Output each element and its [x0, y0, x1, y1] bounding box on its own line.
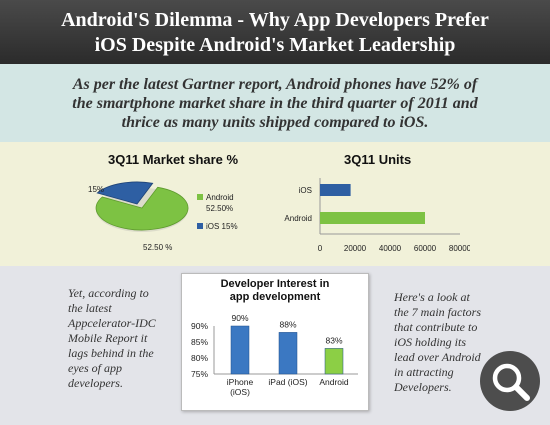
developer-interest-card: Developer Interest in app development 75… [181, 273, 369, 411]
developer-interest-chart: 75% 80% 85% 90% 90% iPhone(iOS) 88% iPad (iOS) 8… [191, 313, 358, 397]
dev-y-tick-label: 90% [191, 321, 208, 331]
pie-chart [95, 181, 203, 232]
dev-chart-title-line-2: app development [229, 291, 321, 303]
units-category-label: iOS [299, 186, 312, 195]
header-banner: Android'S Dilemma - Why App Developers P… [0, 0, 550, 64]
units-x-tick-label: 20000 [344, 244, 367, 253]
dev-bar-value-label: 88% [279, 319, 296, 329]
charts-panel [0, 142, 550, 266]
legend-value-android: 52.50% [206, 204, 234, 213]
left-note-line: lags behind in the [68, 346, 154, 360]
units-x-tick-label: 80000 [449, 244, 470, 253]
dev-bar-value-label: 83% [325, 335, 342, 345]
left-note-line: the latest [68, 301, 112, 315]
left-note: Yet, according to the latest Appcelerato… [68, 286, 156, 391]
dev-category-label: Android [319, 377, 349, 387]
dev-y-tick-label: 80% [191, 353, 208, 363]
left-note-line: Yet, according to [68, 286, 149, 300]
right-note-line: lead over Android [394, 350, 481, 364]
page-title-line-1: Android'S Dilemma - Why App Developers P… [61, 9, 489, 31]
right-note-line: Here's a look at [394, 290, 470, 304]
legend-label-ios: iOS 15% [206, 222, 238, 231]
zoom-button[interactable] [480, 351, 540, 411]
dev-category-label: iPhone [227, 377, 254, 387]
left-note-line: Mobile Report it [68, 331, 148, 345]
legend-label-android: Android [206, 193, 234, 202]
right-note: Here's a look at the 7 main factors that… [394, 290, 481, 395]
dev-chart-title-line-1: Developer Interest in [220, 278, 330, 290]
units-x-tick-label: 40000 [379, 244, 402, 253]
dev-category-label: iPad (iOS) [268, 377, 307, 387]
left-note-line: developers. [68, 376, 123, 390]
intro-line-2: the smartphone market share in the third… [72, 95, 478, 112]
pie-data-label-ios: 15% [88, 185, 105, 194]
right-note-line: the 7 main factors [394, 305, 481, 319]
intro-line-3: thrice as many units shipped compared to… [121, 114, 429, 131]
units-chart-title: 3Q11 Units [344, 152, 412, 167]
right-note-line: Developers. [394, 380, 452, 394]
legend-swatch-ios [197, 223, 203, 229]
left-note-line: Appcelerator-IDC [68, 316, 156, 330]
page-title-line-2: iOS Despite Android's Market Leadership [94, 34, 456, 56]
left-note-line: eyes of app [68, 361, 122, 375]
units-bar-ios [320, 184, 351, 196]
units-chart: iOS Android 0 20000 40000 60000 80000 [284, 178, 470, 253]
intro-line-1: As per the latest Gartner report, Androi… [72, 76, 478, 93]
intro-panel: As per the latest Gartner report, Androi… [0, 64, 550, 142]
right-note-line: that contribute to [394, 320, 478, 334]
right-note-line: in attracting [394, 365, 454, 379]
dev-bar [278, 332, 298, 375]
units-category-label: Android [284, 214, 312, 223]
units-x-tick-label: 0 [318, 244, 323, 253]
dev-bar [324, 348, 344, 375]
legend-swatch-android [197, 194, 203, 200]
right-note-line: iOS holding its [394, 335, 467, 349]
pie-data-label-android: 52.50 % [143, 243, 173, 252]
dev-y-tick-label: 85% [191, 337, 208, 347]
pie-chart-title: 3Q11 Market share % [108, 152, 239, 167]
pie-slice-android [95, 186, 189, 231]
magnifier-icon [492, 363, 530, 401]
units-bar-android [320, 212, 425, 224]
dev-bar [230, 325, 250, 375]
dev-category-label: (iOS) [230, 387, 250, 397]
pie-slice-ios [96, 181, 154, 205]
dev-bar-value-label: 90% [231, 313, 248, 323]
units-x-tick-label: 60000 [414, 244, 437, 253]
dev-y-tick-label: 75% [191, 369, 208, 379]
